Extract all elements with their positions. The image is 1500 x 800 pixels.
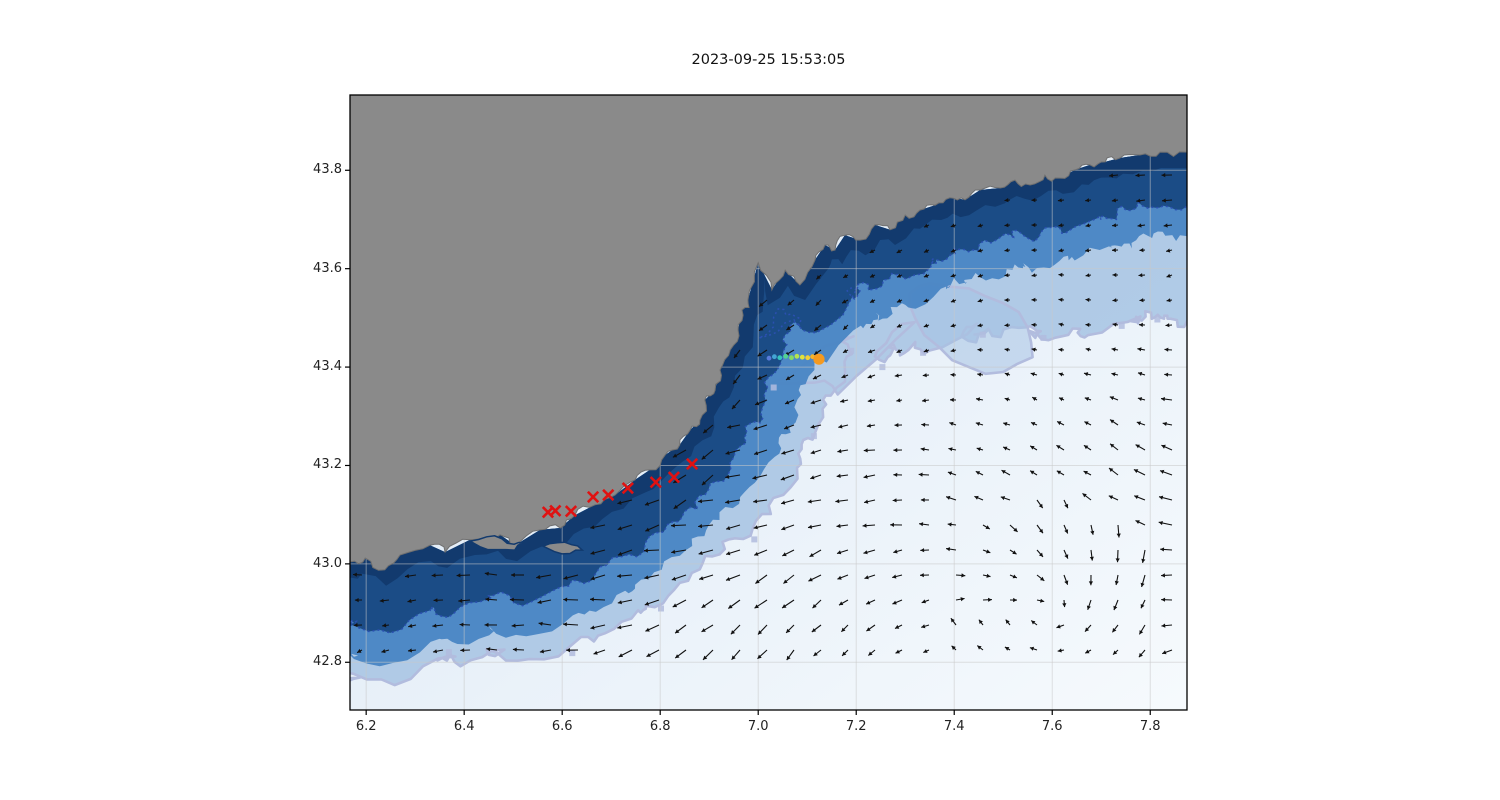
island	[467, 535, 524, 551]
x-tick-label: 6.6	[551, 719, 573, 734]
x-tick-label: 6.8	[649, 719, 671, 734]
plot-title: 2023-09-25 15:53:05	[691, 52, 846, 68]
x-tick-label: 7.6	[1041, 719, 1063, 734]
map-layers	[350, 95, 1187, 710]
trajectory-point	[777, 355, 783, 361]
trajectory-point	[783, 353, 789, 359]
bathymetry-dark-band	[350, 152, 1187, 633]
trajectory-point	[794, 353, 800, 359]
x-tick-label: 7.8	[1139, 719, 1161, 734]
trajectory-point	[789, 355, 794, 361]
quiver-field	[352, 173, 1173, 661]
islands	[467, 535, 585, 555]
x-markers	[541, 457, 699, 519]
y-tick-label: 43.8	[313, 162, 342, 178]
trajectory-point	[766, 355, 772, 361]
x-tick-label: 7.4	[943, 719, 965, 734]
tick-marks	[345, 169, 1151, 715]
y-tick-label: 42.8	[313, 654, 342, 670]
trajectory	[766, 353, 825, 365]
y-tick-label: 43.4	[313, 359, 342, 375]
trajectory-point	[772, 354, 777, 360]
y-tick-label: 43.0	[313, 555, 342, 571]
plot-border	[349, 94, 1188, 711]
x-tick-label: 6.4	[453, 719, 475, 734]
island	[541, 541, 585, 555]
trajectory-end-point	[813, 353, 825, 365]
x-tick-label: 7.2	[845, 719, 867, 734]
x-tick-label: 6.2	[355, 719, 377, 734]
land	[350, 95, 1187, 571]
trajectory-point	[799, 354, 805, 360]
contour-dark-dotted	[350, 200, 1187, 634]
y-tick-label: 43.2	[313, 457, 342, 473]
trajectory-point	[805, 355, 811, 361]
shelf-plateau-blob	[908, 282, 1034, 376]
y-tick-label: 43.6	[313, 260, 342, 276]
x-tick-label: 7.0	[747, 719, 769, 734]
